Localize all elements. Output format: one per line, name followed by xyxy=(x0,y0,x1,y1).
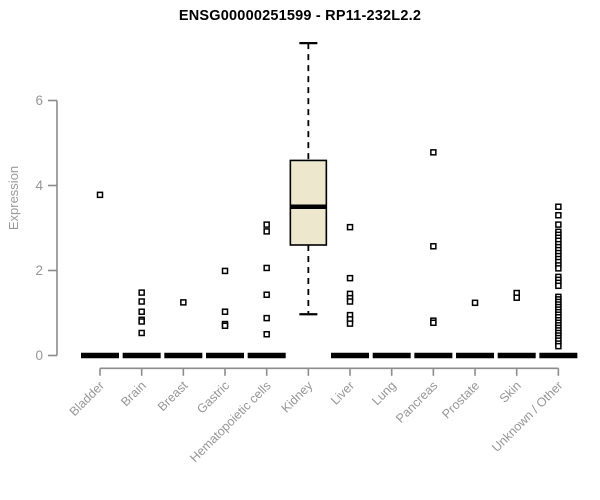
x-tick-label: Prostate xyxy=(439,378,482,421)
x-tick-label: Skin xyxy=(497,378,524,405)
outlier-point xyxy=(555,342,562,350)
outlier-point xyxy=(263,331,270,338)
collapsed-box xyxy=(456,352,495,359)
x-tick-label: Breast xyxy=(155,378,191,414)
outlier-point xyxy=(346,223,354,231)
x-tick-label: Hematopoietic cells xyxy=(187,379,274,466)
y-tick-label: 6 xyxy=(35,93,43,108)
collapsed-box xyxy=(539,352,578,359)
outlier-point xyxy=(180,299,187,306)
collapsed-box xyxy=(331,352,370,359)
x-tick-label: Pancreas xyxy=(393,379,440,426)
outlier-point xyxy=(138,298,145,305)
outlier-point xyxy=(346,298,354,305)
outlier-point xyxy=(138,318,145,325)
y-tick-label: 0 xyxy=(35,348,43,363)
outlier-point xyxy=(263,264,270,272)
outlier-point xyxy=(430,243,437,250)
outlier-point xyxy=(138,329,145,337)
collapsed-box xyxy=(81,352,119,359)
outlier-point xyxy=(555,221,562,228)
collapsed-box xyxy=(206,352,245,359)
x-tick-label: Gastric xyxy=(194,379,232,417)
outlier-point xyxy=(221,267,229,275)
outlier-point xyxy=(430,149,437,156)
outlier-point xyxy=(555,212,562,219)
y-tick-label: 4 xyxy=(35,178,43,193)
outlier-point xyxy=(555,282,562,290)
box xyxy=(289,159,328,246)
outlier-point xyxy=(221,322,229,329)
outlier-point xyxy=(471,299,479,307)
outlier-point xyxy=(138,308,145,315)
outlier-point xyxy=(221,308,229,315)
x-tick-label: Kidney xyxy=(279,378,316,415)
outlier-point xyxy=(346,274,354,282)
x-tick-label: Lung xyxy=(369,378,399,408)
outlier-point xyxy=(430,319,437,327)
outlier-point xyxy=(263,228,270,235)
x-tick-label: Bladder xyxy=(67,379,107,419)
x-tick-label: Brain xyxy=(118,378,149,409)
outlier-point xyxy=(513,294,520,301)
collapsed-box xyxy=(372,352,411,359)
outlier-point xyxy=(263,314,270,322)
outlier-point xyxy=(555,265,562,272)
outlier-point xyxy=(263,291,270,298)
collapsed-box xyxy=(122,352,161,359)
collapsed-box xyxy=(247,352,286,359)
x-tick-label: Liver xyxy=(328,379,357,408)
y-tick-label: 2 xyxy=(35,263,43,278)
outlier-point xyxy=(555,203,562,210)
collapsed-box xyxy=(164,352,203,359)
outlier-point xyxy=(346,320,354,327)
chart-title: ENSG00000251599 - RP11-232L2.2 xyxy=(178,8,422,24)
outlier-point xyxy=(263,221,270,228)
outlier-point xyxy=(138,289,145,296)
x-tick-label: Unknown / Other xyxy=(489,379,565,455)
collapsed-box xyxy=(497,352,536,359)
collapsed-box xyxy=(414,352,453,359)
outlier-point xyxy=(96,191,104,199)
